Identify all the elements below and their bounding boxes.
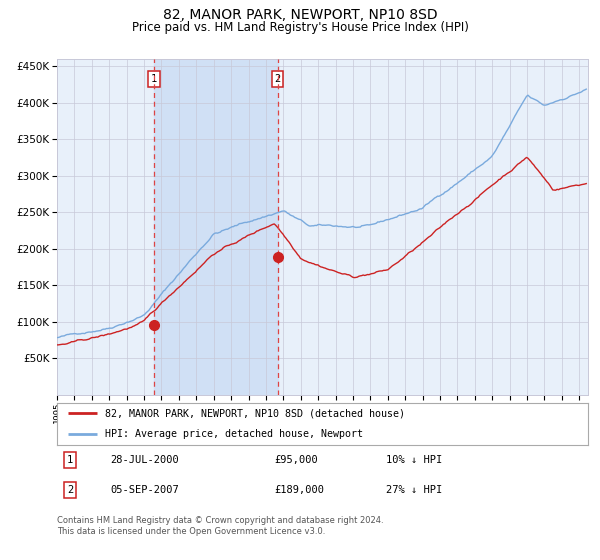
Text: 05-SEP-2007: 05-SEP-2007	[110, 485, 179, 495]
Text: £189,000: £189,000	[275, 485, 325, 495]
Text: 82, MANOR PARK, NEWPORT, NP10 8SD (detached house): 82, MANOR PARK, NEWPORT, NP10 8SD (detac…	[105, 408, 405, 418]
Text: 28-JUL-2000: 28-JUL-2000	[110, 455, 179, 465]
Text: 2: 2	[67, 485, 73, 495]
Text: 1: 1	[151, 74, 157, 84]
Text: Price paid vs. HM Land Registry's House Price Index (HPI): Price paid vs. HM Land Registry's House …	[131, 21, 469, 34]
Text: 10% ↓ HPI: 10% ↓ HPI	[386, 455, 442, 465]
Bar	[154, 59, 278, 395]
Text: Contains HM Land Registry data © Crown copyright and database right 2024.
This d: Contains HM Land Registry data © Crown c…	[57, 516, 383, 536]
Text: 82, MANOR PARK, NEWPORT, NP10 8SD: 82, MANOR PARK, NEWPORT, NP10 8SD	[163, 8, 437, 22]
Text: HPI: Average price, detached house, Newport: HPI: Average price, detached house, Newp…	[105, 430, 363, 439]
Text: 27% ↓ HPI: 27% ↓ HPI	[386, 485, 442, 495]
Text: £95,000: £95,000	[275, 455, 319, 465]
Text: 2: 2	[274, 74, 281, 84]
Text: 1: 1	[67, 455, 73, 465]
